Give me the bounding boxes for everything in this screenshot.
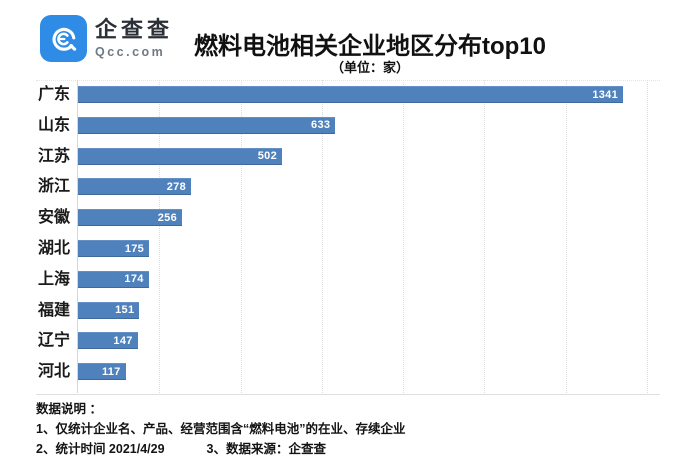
- bar: 278: [78, 178, 191, 196]
- gridline: [565, 80, 567, 393]
- magnifier-q-icon: [52, 27, 76, 51]
- gridline: [321, 80, 323, 393]
- data-notes: 数据说明 ： 1、仅统计企业名、产品、经营范围含“燃料电池”的在业、存续企业 2…: [36, 399, 405, 459]
- qcc-logo-icon: [40, 15, 87, 62]
- bar: 151: [78, 301, 140, 319]
- qcc-logo: 企查查 Qcc.com: [40, 15, 173, 62]
- bar: 633: [78, 116, 336, 134]
- bar-value-label: 502: [257, 150, 277, 163]
- category-label: 山东: [37, 116, 70, 134]
- bar: 1341: [78, 86, 623, 103]
- brand-name: 企查查: [95, 16, 174, 42]
- category-label: 湖北: [37, 240, 70, 257]
- bar: 175: [78, 240, 150, 257]
- category-label: 辽宁: [37, 332, 70, 350]
- note-line-2: 2、统计时间 2021/4/29 3、数据来源：企查查: [36, 439, 405, 459]
- gridline: [159, 80, 161, 393]
- note-stat-time: 2、统计时间 2021/4/29: [36, 442, 165, 456]
- bar: 147: [78, 332, 138, 350]
- bar-value-label: 175: [124, 242, 145, 255]
- gridline: [240, 80, 242, 393]
- gridline: [484, 80, 486, 393]
- category-labels: 广东山东江苏浙江安徽湖北上海福建辽宁河北: [0, 80, 70, 393]
- bar: 174: [78, 270, 149, 288]
- bar-value-label: 117: [101, 365, 121, 378]
- category-label: 广东: [37, 86, 70, 103]
- category-label: 上海: [37, 270, 70, 288]
- category-label: 江苏: [37, 147, 70, 165]
- y-axis-line: [77, 80, 78, 393]
- plot-frame: [36, 80, 660, 395]
- bar-value-label: 278: [166, 180, 186, 193]
- chart-unit-label: （单位：家）: [330, 60, 409, 75]
- bar-value-label: 151: [115, 304, 135, 317]
- bar-value-label: 256: [157, 211, 177, 224]
- note-source: 3、数据来源：企查查: [206, 442, 326, 456]
- brand-domain: Qcc.com: [95, 44, 166, 59]
- notes-heading: 数据说明 ：: [36, 402, 102, 416]
- chart-title: 燃料电池相关企业地区分布top10: [193, 33, 546, 60]
- category-label: 浙江: [37, 178, 70, 196]
- plot-area: 1341 633 502 278 256 175 174 151 147 117: [78, 80, 648, 393]
- category-label: 安徽: [37, 209, 70, 227]
- bar-value-label: 147: [113, 334, 133, 347]
- category-label: 福建: [37, 301, 70, 319]
- bar-value-label: 174: [124, 273, 144, 286]
- note-line-1: 1、仅统计企业名、产品、经营范围含“燃料电池”的在业、存续企业: [36, 422, 406, 436]
- category-label: 河北: [37, 363, 70, 381]
- bar-value-label: 633: [311, 119, 331, 132]
- bar: 256: [78, 209, 182, 227]
- bar-value-label: 1341: [592, 88, 618, 101]
- gridline: [647, 80, 648, 393]
- gridline: [403, 80, 405, 393]
- bar: 117: [78, 363, 126, 381]
- bar: 502: [78, 147, 282, 165]
